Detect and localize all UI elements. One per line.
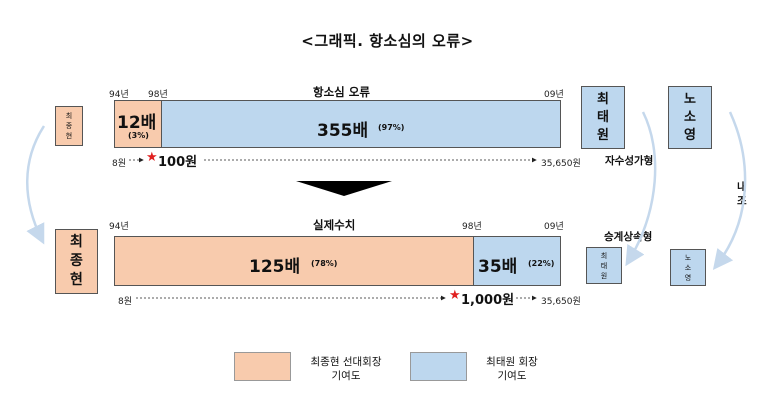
note-self-made: 자수성가형 — [605, 155, 654, 167]
legend-label-blue: 최태원 회장 기여도 — [486, 356, 538, 382]
top-axis-start: 8원 — [112, 159, 127, 169]
bottom-tick-98: 98년 — [462, 222, 482, 232]
top-axis-mark: 100원 — [158, 155, 198, 170]
bottom-axis-mark: 1,000원 — [461, 293, 515, 308]
page-title: <그래픽. 항소심의 오류> — [301, 32, 474, 50]
legend-swatch-blue — [410, 352, 467, 381]
top-bar-title: 항소심 오류 — [313, 85, 370, 99]
bottom-segment-choi-taewon — [473, 236, 561, 286]
top-right-pct: (97%) — [378, 123, 405, 132]
bottom-right-pct: (22%) — [528, 259, 555, 268]
legend-swatch-orange — [234, 352, 291, 381]
top-left-pct: (3%) — [128, 131, 149, 140]
bottom-axis-end: 35,650원 — [541, 297, 581, 307]
bottom-tick-94: 94년 — [109, 222, 129, 232]
top-axis-end: 35,650원 — [541, 159, 581, 169]
bottom-star-icon: ★ — [449, 288, 461, 303]
bottom-tick-09: 09년 — [544, 222, 564, 232]
top-tick-98: 98년 — [148, 90, 168, 100]
top-segment-choi-taewon — [161, 100, 561, 148]
bottom-segment-choi-jonghyun — [114, 236, 474, 286]
arrow-choi-jonghyun-curve — [26, 125, 46, 245]
top-star-icon: ★ — [146, 150, 158, 165]
top-right-value: 355배 — [317, 121, 369, 141]
arrow-choi-taewon-curve — [625, 111, 657, 267]
transition-arrow-icon — [296, 181, 392, 196]
top-tick-94: 94년 — [109, 90, 129, 100]
bottom-left-pct: (78%) — [311, 259, 338, 268]
bottom-axis-start: 8원 — [118, 297, 133, 307]
top-left-value: 12배 — [117, 113, 157, 133]
bottom-left-value: 125배 — [249, 257, 301, 277]
bottom-bar-title: 실제수치 — [313, 218, 356, 232]
bottom-right-value: 35배 — [478, 257, 518, 277]
top-tick-09: 09년 — [544, 90, 564, 100]
arrow-no-soyoung-curve — [712, 111, 747, 270]
legend-label-orange: 최종현 선대회장 기여도 — [310, 356, 382, 382]
top-segment-choi-jonghyun — [114, 100, 162, 148]
